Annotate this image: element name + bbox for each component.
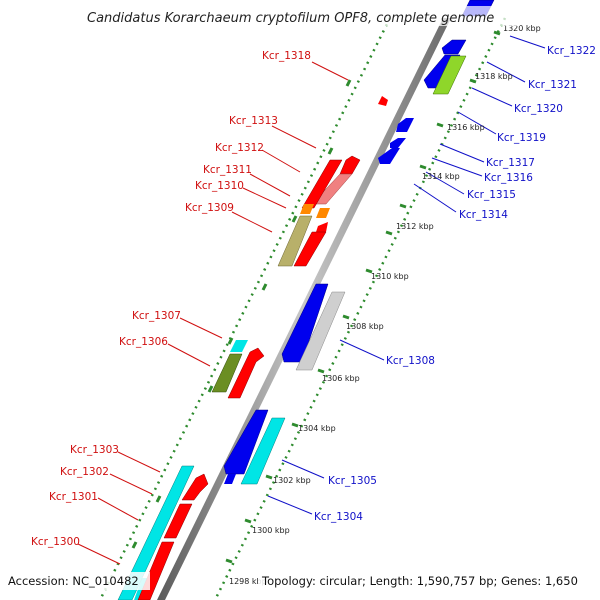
gene-label: Kcr_1320: [514, 103, 563, 115]
gene-label: Kcr_1308: [386, 355, 435, 367]
scale-label: 1316 kbp: [447, 123, 485, 132]
reverse-gene-labels[interactable]: Kcr_1322 Kcr_1321 Kcr_1320 Kcr_1319 Kcr_…: [314, 45, 596, 523]
gene-label: Kcr_1322: [547, 45, 596, 57]
scale-label: 1312 kbp: [396, 222, 434, 231]
gene-kcr-1316: [378, 148, 400, 164]
footer-accession-backdrop: [4, 572, 150, 590]
scale-label: 1320 kbp: [503, 24, 541, 33]
gene-kcr-1321: [441, 39, 467, 55]
scale-label: 1302 kbp: [273, 476, 311, 485]
reverse-leader-lines: [267, 35, 546, 515]
scale-ticks-left: [131, 79, 352, 549]
scale-label: 1314 kbp: [422, 172, 460, 181]
gene-label: Kcr_1306: [119, 336, 168, 348]
gene-kcr-1311: [301, 159, 343, 209]
gene-kcr-1318-lime: [432, 55, 467, 95]
forward-strand-genes[interactable]: [117, 96, 388, 600]
scale-label: 1318 kbp: [475, 72, 513, 81]
gene-kcr-1309: [277, 215, 313, 267]
gene-label: Kcr_1303: [70, 444, 119, 456]
gene-kcr-1313: [339, 155, 361, 175]
gene-label: Kcr_1312: [215, 142, 264, 154]
gene-kcr-1310b: [316, 208, 330, 218]
gene-kcr-1318: [378, 96, 388, 106]
footer-topology-backdrop: [258, 572, 596, 590]
gene-label: Kcr_1314: [459, 209, 508, 221]
scale-label: 1310 kbp: [371, 272, 409, 281]
gene-kcr-1309b: [316, 222, 328, 232]
scale-ticks-right: [225, 30, 501, 564]
scale-label: 1300 kbp: [252, 526, 290, 535]
gene-kcr-1308a: [281, 283, 329, 363]
forward-leader-lines: [77, 61, 349, 565]
gene-kcr-1308b: [295, 291, 346, 371]
gene-label: Kcr_1321: [528, 79, 577, 91]
gene-label: Kcr_1317: [486, 157, 535, 169]
scale-label: 1304 kbp: [298, 424, 336, 433]
gene-label: Kcr_1318: [262, 50, 311, 62]
gene-label: Kcr_1302: [60, 466, 109, 478]
gene-label: Kcr_1316: [484, 172, 533, 184]
gene-label: Kcr_1304: [314, 511, 363, 523]
gene-kcr-1306: [211, 353, 243, 393]
scale-label: 1306 kbp: [322, 374, 360, 383]
scale-label: 1308 kbp: [346, 322, 384, 331]
gene-kcr-1302: [181, 473, 209, 501]
gene-kcr-1317: [390, 138, 406, 148]
reverse-strand-genes[interactable]: [134, 0, 495, 600]
forward-gene-labels[interactable]: Kcr_1318 Kcr_1313 Kcr_1312 Kcr_1311 Kcr_…: [31, 50, 311, 548]
gene-label: Kcr_1315: [467, 189, 516, 201]
gene-label: Kcr_1310: [195, 180, 244, 192]
map-title: Candidatus Korarchaeum cryptofilum OPF8,…: [87, 11, 494, 26]
scale-label: 1298 kbp: [229, 577, 267, 586]
gene-label: Kcr_1313: [229, 115, 278, 127]
gene-label: Kcr_1311: [203, 164, 252, 176]
gene-kcr-1301: [163, 503, 193, 539]
gene-kcr-1310: [300, 204, 314, 214]
gene-label: Kcr_1307: [132, 310, 181, 322]
gene-kcr-1304: [240, 417, 286, 485]
gene-kcr-1319: [396, 118, 414, 132]
gene-label: Kcr_1319: [497, 132, 546, 144]
gene-label: Kcr_1309: [185, 202, 234, 214]
accession-text: Accession: NC_010482: [8, 574, 139, 588]
gene-kcr-1305b: [224, 474, 236, 484]
topology-text: Topology: circular; Length: 1,590,757 bp…: [261, 574, 578, 588]
gene-label: Kcr_1305: [328, 475, 377, 487]
gene-label: Kcr_1301: [49, 491, 98, 503]
title-backdrop: [80, 6, 520, 26]
gene-kcr-1303: [117, 465, 195, 600]
gene-kcr-1306b: [227, 347, 265, 399]
scale-labels: 1298 kbp 1300 kbp 1302 kbp 1304 kbp 1306…: [229, 24, 541, 586]
gene-kcr-1307: [230, 340, 248, 352]
gene-label: Kcr_1300: [31, 536, 80, 548]
gene-kcr-1309c: [293, 231, 327, 267]
